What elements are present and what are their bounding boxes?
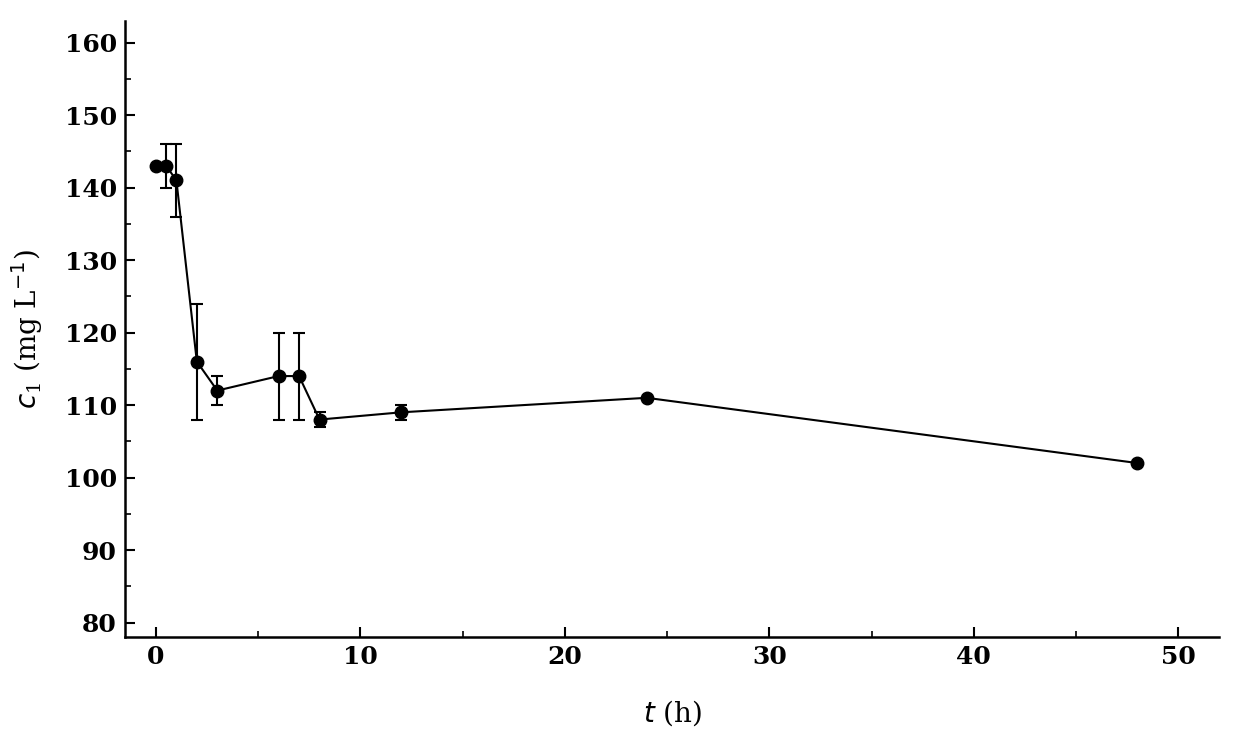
Text: $\mathit{c}_\mathregular{1}$ (mg L$^{-1}$): $\mathit{c}_\mathregular{1}$ (mg L$^{-1}… <box>9 249 45 409</box>
Text: $\mathit{t}$ (h): $\mathit{t}$ (h) <box>642 699 702 729</box>
